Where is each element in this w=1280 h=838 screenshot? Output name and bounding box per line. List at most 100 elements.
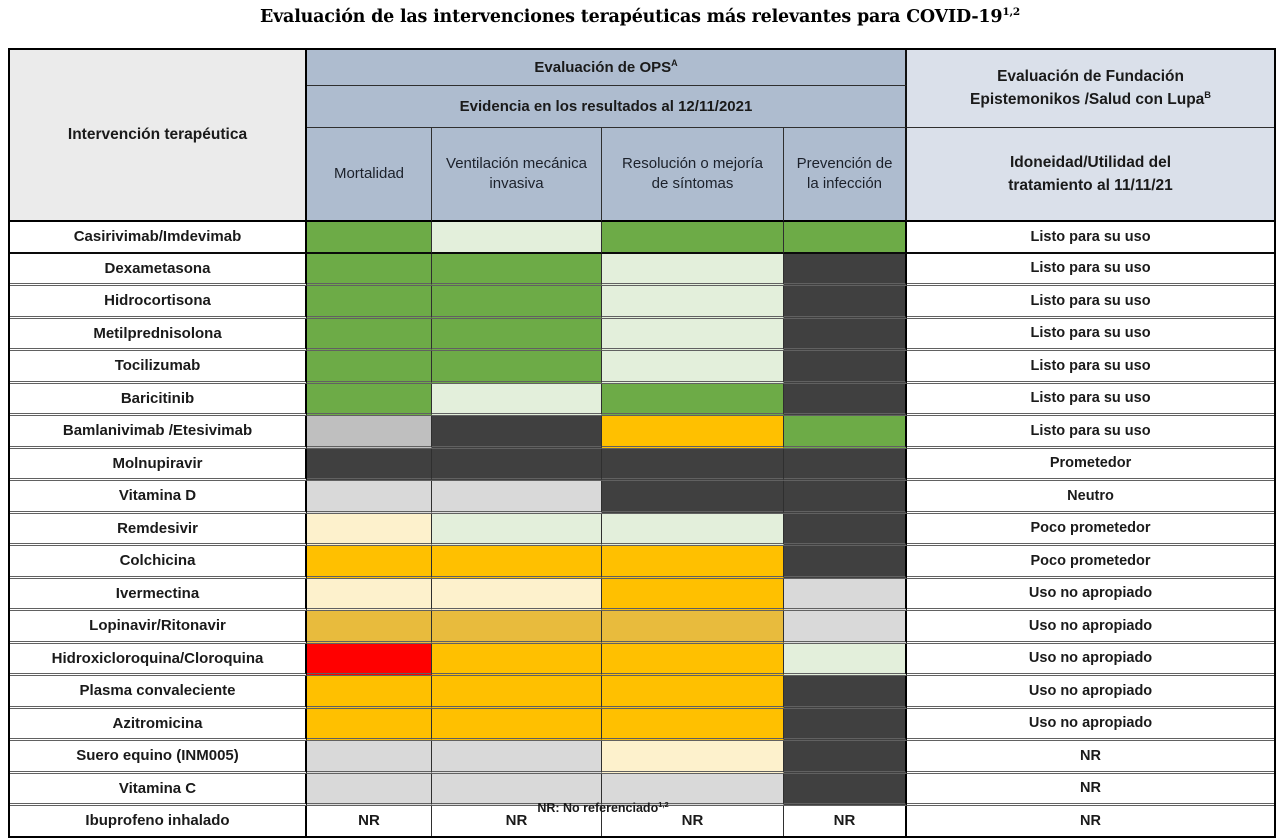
ops-cell-resolucion bbox=[602, 708, 784, 741]
ops-cell-prevencion bbox=[784, 643, 908, 676]
intervention-name: Bamlanivimab /Etesivimab bbox=[10, 416, 307, 449]
table-row: Azitromicina Uso no apropiado bbox=[10, 708, 1275, 741]
ops-cell-prevencion bbox=[784, 286, 908, 319]
ops-cell-prevencion bbox=[784, 318, 908, 351]
ops-cell-prevencion bbox=[784, 416, 908, 449]
intervention-name: Ibuprofeno inhalado bbox=[10, 806, 307, 836]
table-row: Suero equino (INM005) NR bbox=[10, 741, 1275, 774]
ops-cell-resolucion bbox=[602, 416, 784, 449]
intervention-name: Lopinavir/Ritonavir bbox=[10, 611, 307, 644]
ops-cell-resolucion bbox=[602, 578, 784, 611]
ops-cell-prevencion bbox=[784, 481, 908, 514]
table-row: Baricitinib Listo para su uso bbox=[10, 383, 1275, 416]
ops-cell-ventilacion bbox=[432, 416, 602, 449]
ops-cell-ventilacion bbox=[432, 351, 602, 384]
ops-cell-prevencion bbox=[784, 253, 908, 286]
col-header-mortalidad: Mortalidad bbox=[307, 128, 432, 222]
fundacion-header-line1: Evaluación de Fundación bbox=[997, 68, 1184, 86]
ops-cell-mortalidad bbox=[307, 481, 432, 514]
ops-group-header-superscript: A bbox=[671, 58, 678, 68]
table-row: Ibuprofeno inhalado NR NR NR NR NR bbox=[10, 806, 1275, 836]
ops-cell-mortalidad bbox=[307, 383, 432, 416]
ops-cell-mortalidad: NR bbox=[307, 806, 432, 836]
ops-cell-ventilacion bbox=[432, 481, 602, 514]
ops-cell-mortalidad bbox=[307, 513, 432, 546]
ops-cell-resolucion bbox=[602, 481, 784, 514]
ops-cell-resolucion bbox=[602, 546, 784, 579]
ops-cell-ventilacion bbox=[432, 448, 602, 481]
col-header-intervention-label: Intervención terapéutica bbox=[67, 126, 248, 143]
evaluation-value: Listo para su uso bbox=[907, 318, 1275, 351]
evaluation-value: NR bbox=[907, 741, 1275, 774]
ops-cell-resolucion bbox=[602, 286, 784, 319]
ops-cell-resolucion bbox=[602, 611, 784, 644]
ops-cell-ventilacion bbox=[432, 513, 602, 546]
table-row: Colchicina Poco prometedor bbox=[10, 546, 1275, 579]
intervention-name: Azitromicina bbox=[10, 708, 307, 741]
ops-cell-mortalidad bbox=[307, 416, 432, 449]
evaluation-value: Listo para su uso bbox=[907, 286, 1275, 319]
evaluation-value: NR bbox=[907, 773, 1275, 806]
ops-cell-ventilacion bbox=[432, 253, 602, 286]
ops-cell-mortalidad bbox=[307, 448, 432, 481]
ops-cell-ventilacion bbox=[432, 318, 602, 351]
ops-cell-resolucion bbox=[602, 741, 784, 774]
table-row: Vitamina C NR bbox=[10, 773, 1275, 806]
evaluation-value: Listo para su uso bbox=[907, 351, 1275, 384]
evaluation-value: Uso no apropiado bbox=[907, 578, 1275, 611]
ops-cell-prevencion bbox=[784, 676, 908, 709]
intervention-name: Hidroxicloroquina/Cloroquina bbox=[10, 643, 307, 676]
intervention-name: Baricitinib bbox=[10, 383, 307, 416]
footnote: NR: No referenciado1,2 bbox=[8, 801, 1198, 815]
fundacion-header-line2-text: Epistemonikos /Salud con Lupa bbox=[970, 90, 1205, 108]
ops-cell-resolucion bbox=[602, 676, 784, 709]
ops-cell-resolucion bbox=[602, 643, 784, 676]
intervention-name: Vitamina C bbox=[10, 773, 307, 806]
ops-cell-mortalidad bbox=[307, 676, 432, 709]
evaluation-value: Prometedor bbox=[907, 448, 1275, 481]
ops-cell-prevencion bbox=[784, 513, 908, 546]
page-title-text: Evaluación de las intervenciones terapéu… bbox=[259, 7, 1003, 27]
ops-cell-ventilacion bbox=[432, 611, 602, 644]
col-header-idoneidad-label: Idoneidad/Utilidad del tratamiento al 11… bbox=[1008, 153, 1173, 194]
evaluation-value: Uso no apropiado bbox=[907, 643, 1275, 676]
ops-cell-resolucion bbox=[602, 351, 784, 384]
col-header-intervention: Intervención terapéutica bbox=[10, 50, 307, 222]
ops-cell-ventilacion bbox=[432, 383, 602, 416]
ops-group-header-label: Evaluación de OPS bbox=[534, 59, 672, 76]
ops-cell-resolucion bbox=[602, 448, 784, 481]
table-row: Plasma convaleciente Uso no apropiado bbox=[10, 676, 1275, 709]
ops-cell-ventilacion: NR bbox=[432, 806, 602, 836]
evaluation-value: Listo para su uso bbox=[907, 253, 1275, 286]
ops-group-header: Evaluación de OPSA bbox=[307, 50, 908, 86]
intervention-name: Remdesivir bbox=[10, 513, 307, 546]
ops-cell-resolucion bbox=[602, 513, 784, 546]
footnote-superscript: 1,2 bbox=[658, 799, 669, 809]
ops-cell-mortalidad bbox=[307, 773, 432, 806]
ops-cell-ventilacion bbox=[432, 676, 602, 709]
col-header-prevencion: Prevención de la infección bbox=[784, 128, 908, 222]
intervention-name: Tocilizumab bbox=[10, 351, 307, 384]
evaluation-value: Listo para su uso bbox=[907, 383, 1275, 416]
ops-cell-prevencion bbox=[784, 546, 908, 579]
ops-cell-ventilacion bbox=[432, 222, 602, 254]
intervention-name: Hidrocortisona bbox=[10, 286, 307, 319]
intervention-name: Dexametasona bbox=[10, 253, 307, 286]
col-header-resolucion: Resolución o mejoría de síntomas bbox=[602, 128, 784, 222]
ops-cell-resolucion bbox=[602, 253, 784, 286]
col-header-idoneidad: Idoneidad/Utilidad del tratamiento al 11… bbox=[907, 128, 1275, 222]
page-title: Evaluación de las intervenciones terapéu… bbox=[0, 7, 1280, 27]
ops-cell-resolucion bbox=[602, 773, 784, 806]
table-row: Lopinavir/Ritonavir Uso no apropiado bbox=[10, 611, 1275, 644]
ops-cell-ventilacion bbox=[432, 741, 602, 774]
table-row: Hidroxicloroquina/Cloroquina Uso no apro… bbox=[10, 643, 1275, 676]
evaluation-table: Intervención terapéutica Evaluación de O… bbox=[8, 48, 1277, 838]
table-row: Remdesivir Poco prometedor bbox=[10, 513, 1275, 546]
ops-cell-resolucion: NR bbox=[602, 806, 784, 836]
table-row: Tocilizumab Listo para su uso bbox=[10, 351, 1275, 384]
ops-cell-ventilacion bbox=[432, 773, 602, 806]
page-title-superscript: 1,2 bbox=[1002, 6, 1021, 19]
ops-cell-mortalidad bbox=[307, 643, 432, 676]
ops-cell-ventilacion bbox=[432, 286, 602, 319]
ops-cell-mortalidad bbox=[307, 578, 432, 611]
